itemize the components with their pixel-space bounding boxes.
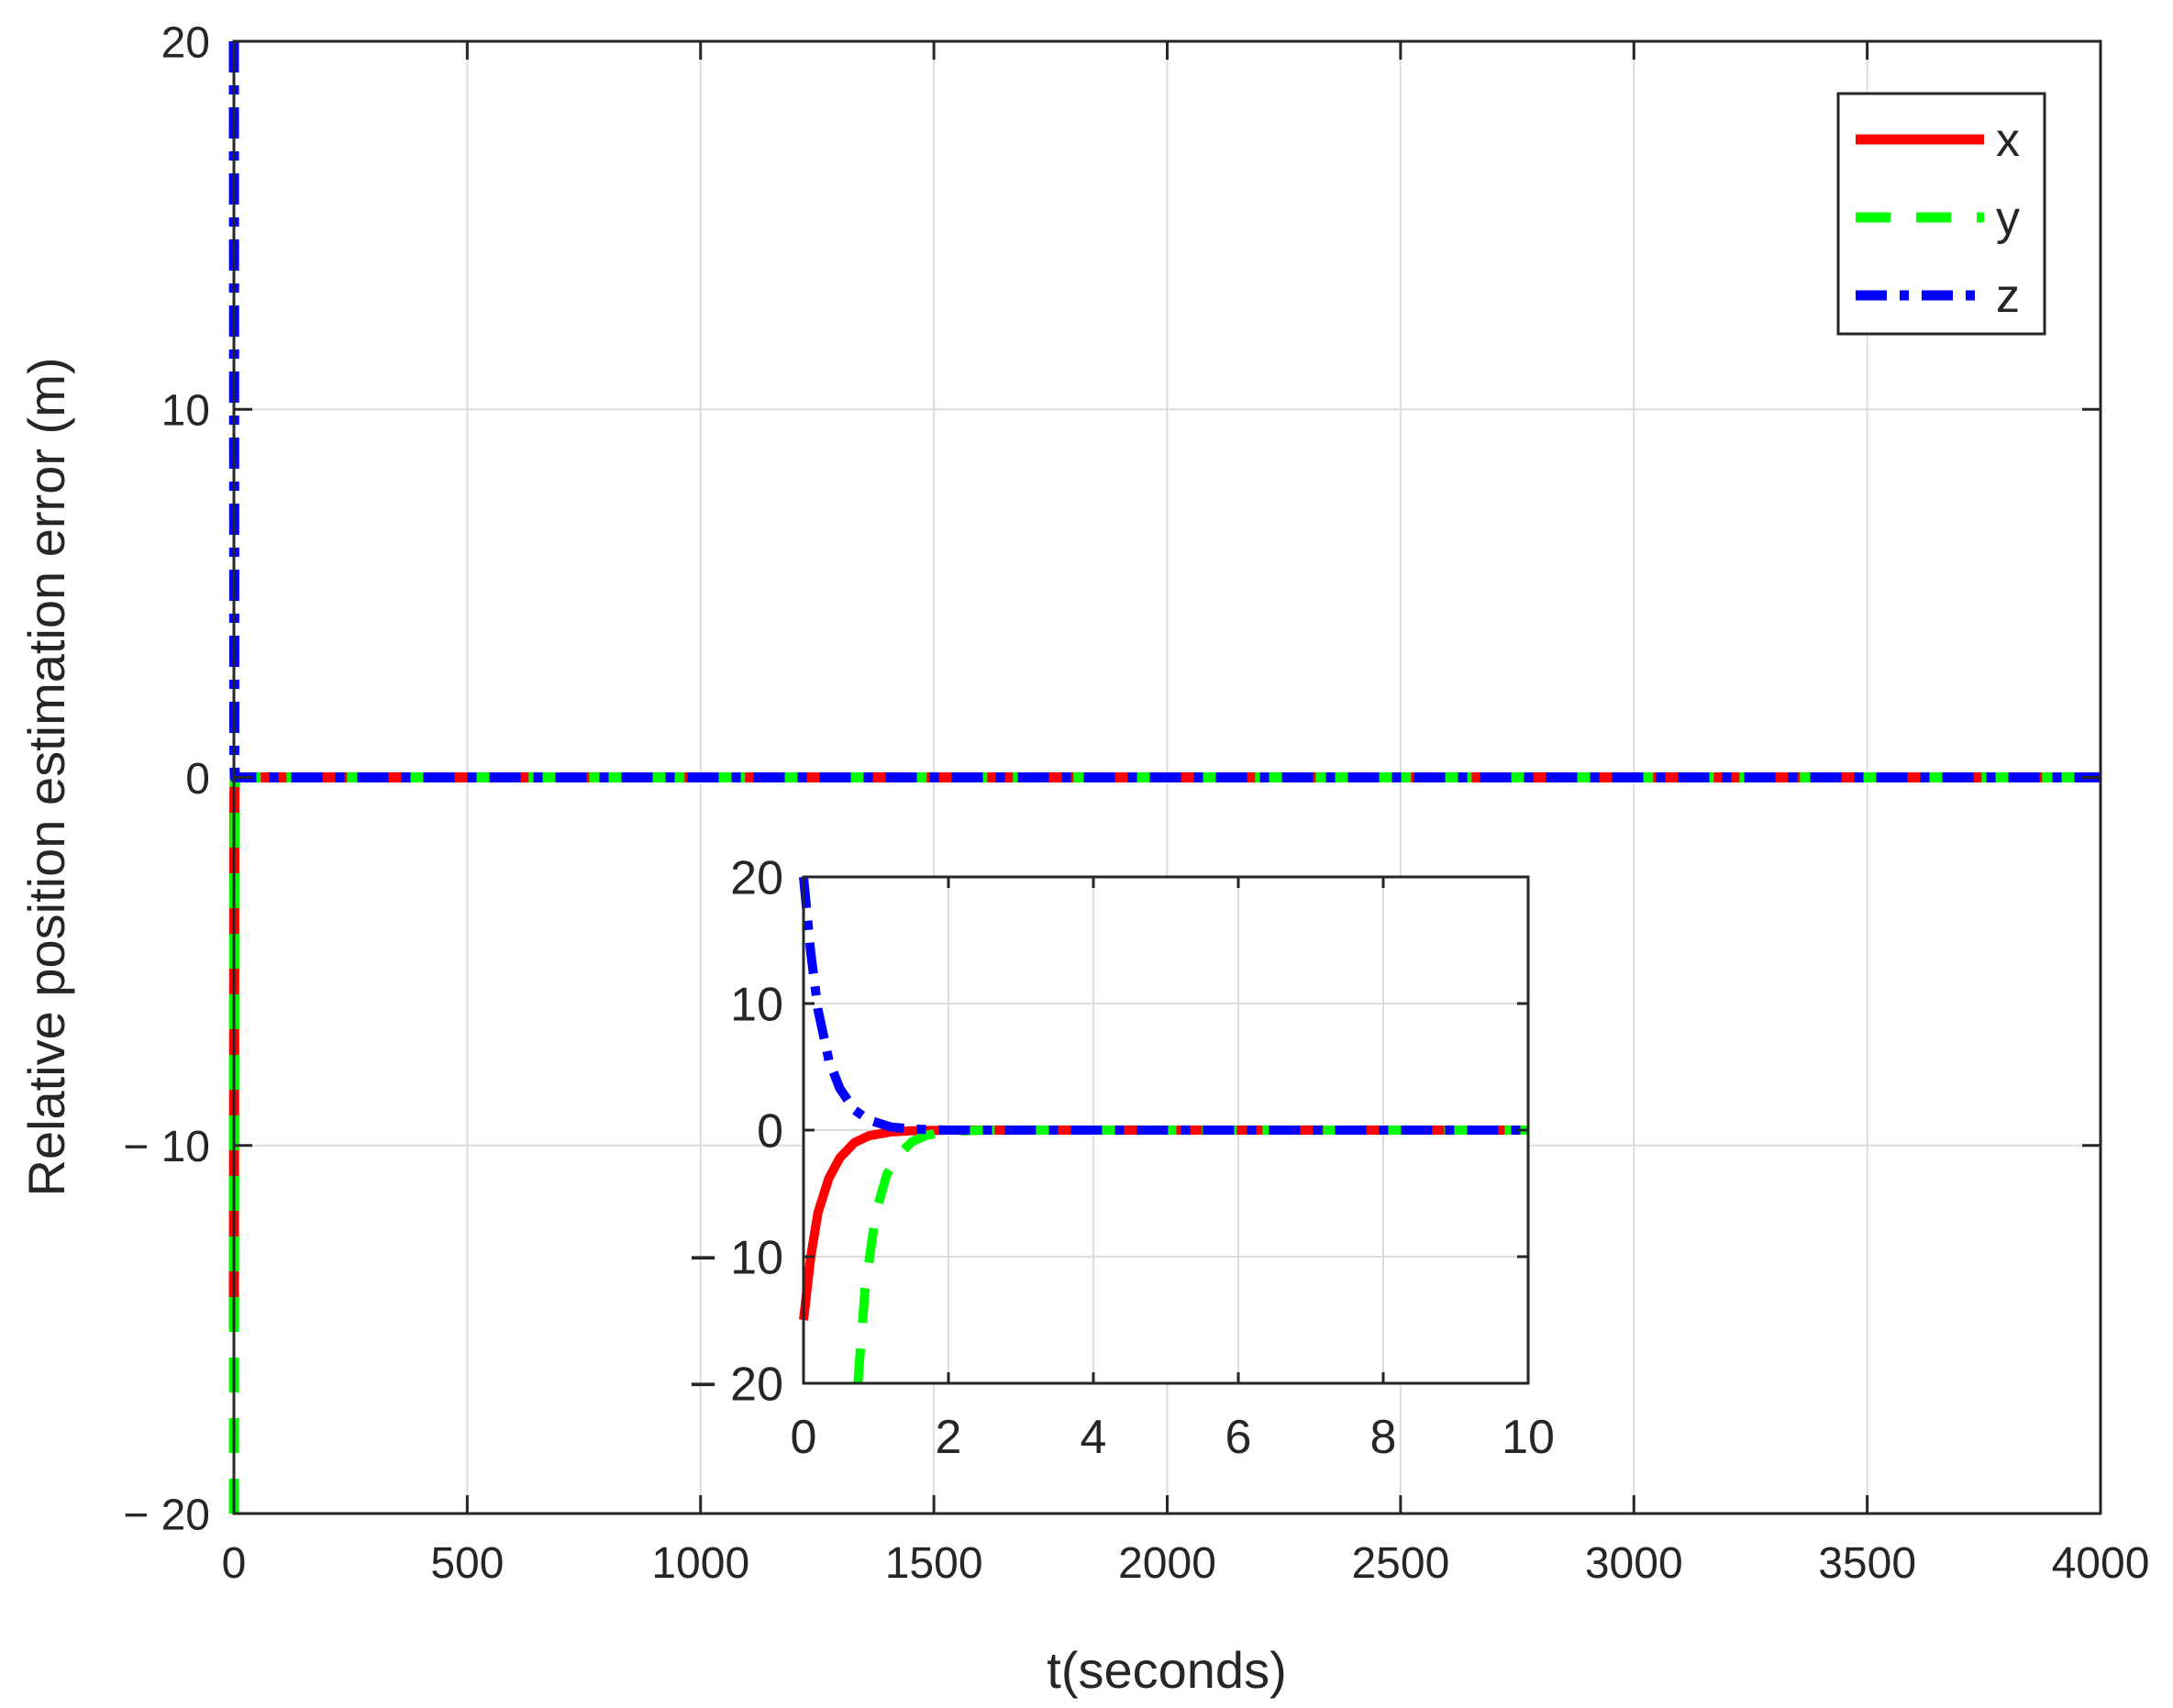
inset-series-group [799,876,1528,1384]
main-xtick-label-7: 3500 [1818,1539,1916,1588]
inset-ytick-label-0: − 20 [689,1359,783,1412]
inset-plot: 0 2 4 6 8 10 − 20 − 10 0 10 20 [689,852,1555,1464]
main-xtick-label-5: 2500 [1351,1539,1449,1588]
legend: x y z [1836,92,2046,336]
legend-label-y: y [1996,192,2020,245]
main-xtick-label-4: 2000 [1118,1539,1216,1588]
main-xtick-label-2: 1000 [651,1539,749,1588]
main-ytick-label-4: 20 [161,18,210,67]
inset-series-line-z [799,876,1528,1135]
main-xtick-label-3: 1500 [885,1539,983,1588]
legend-label-z: z [1996,270,2020,323]
inset-ytick-label-2: 0 [757,1105,783,1159]
inset-ticks: 0 2 4 6 8 10 − 20 − 10 0 10 20 [689,852,1555,1464]
inset-xtick-label-2: 4 [1081,1411,1107,1464]
main-ticks: 0 500 1000 1500 2000 2500 3000 3500 4000− 20− 10… [123,18,2149,1588]
main-y-axis-label: Relative position estimation error (m) [17,358,75,1197]
main-xtick-label-0: 0 [222,1539,247,1588]
inset-xtick-label-1: 2 [936,1411,962,1464]
main-ytick-label-1: − 10 [123,1123,210,1171]
inset-ytick-label-4: 20 [730,852,783,905]
main-plot: 0 500 1000 1500 2000 2500 3000 3500 4000− 20− 10… [17,18,2149,1699]
main-ytick-label-0: − 20 [123,1491,210,1539]
inset-xtick-label-5: 10 [1502,1411,1555,1464]
main-xtick-label-1: 500 [430,1539,504,1588]
inset-xtick-label-3: 6 [1225,1411,1252,1464]
main-ytick-label-2: 0 [185,755,210,804]
inset-ytick-label-3: 10 [730,979,783,1032]
inset-xtick-label-4: 8 [1370,1411,1397,1464]
main-xtick-label-8: 4000 [2052,1539,2150,1588]
main-xtick-label-6: 3000 [1585,1539,1683,1588]
main-x-axis-label: t(seconds) [1047,1641,1286,1699]
main-ytick-label-3: 10 [161,387,210,436]
legend-label-x: x [1996,114,2020,167]
inset-xtick-label-0: 0 [791,1411,817,1464]
inset-ytick-label-1: − 10 [689,1232,783,1285]
